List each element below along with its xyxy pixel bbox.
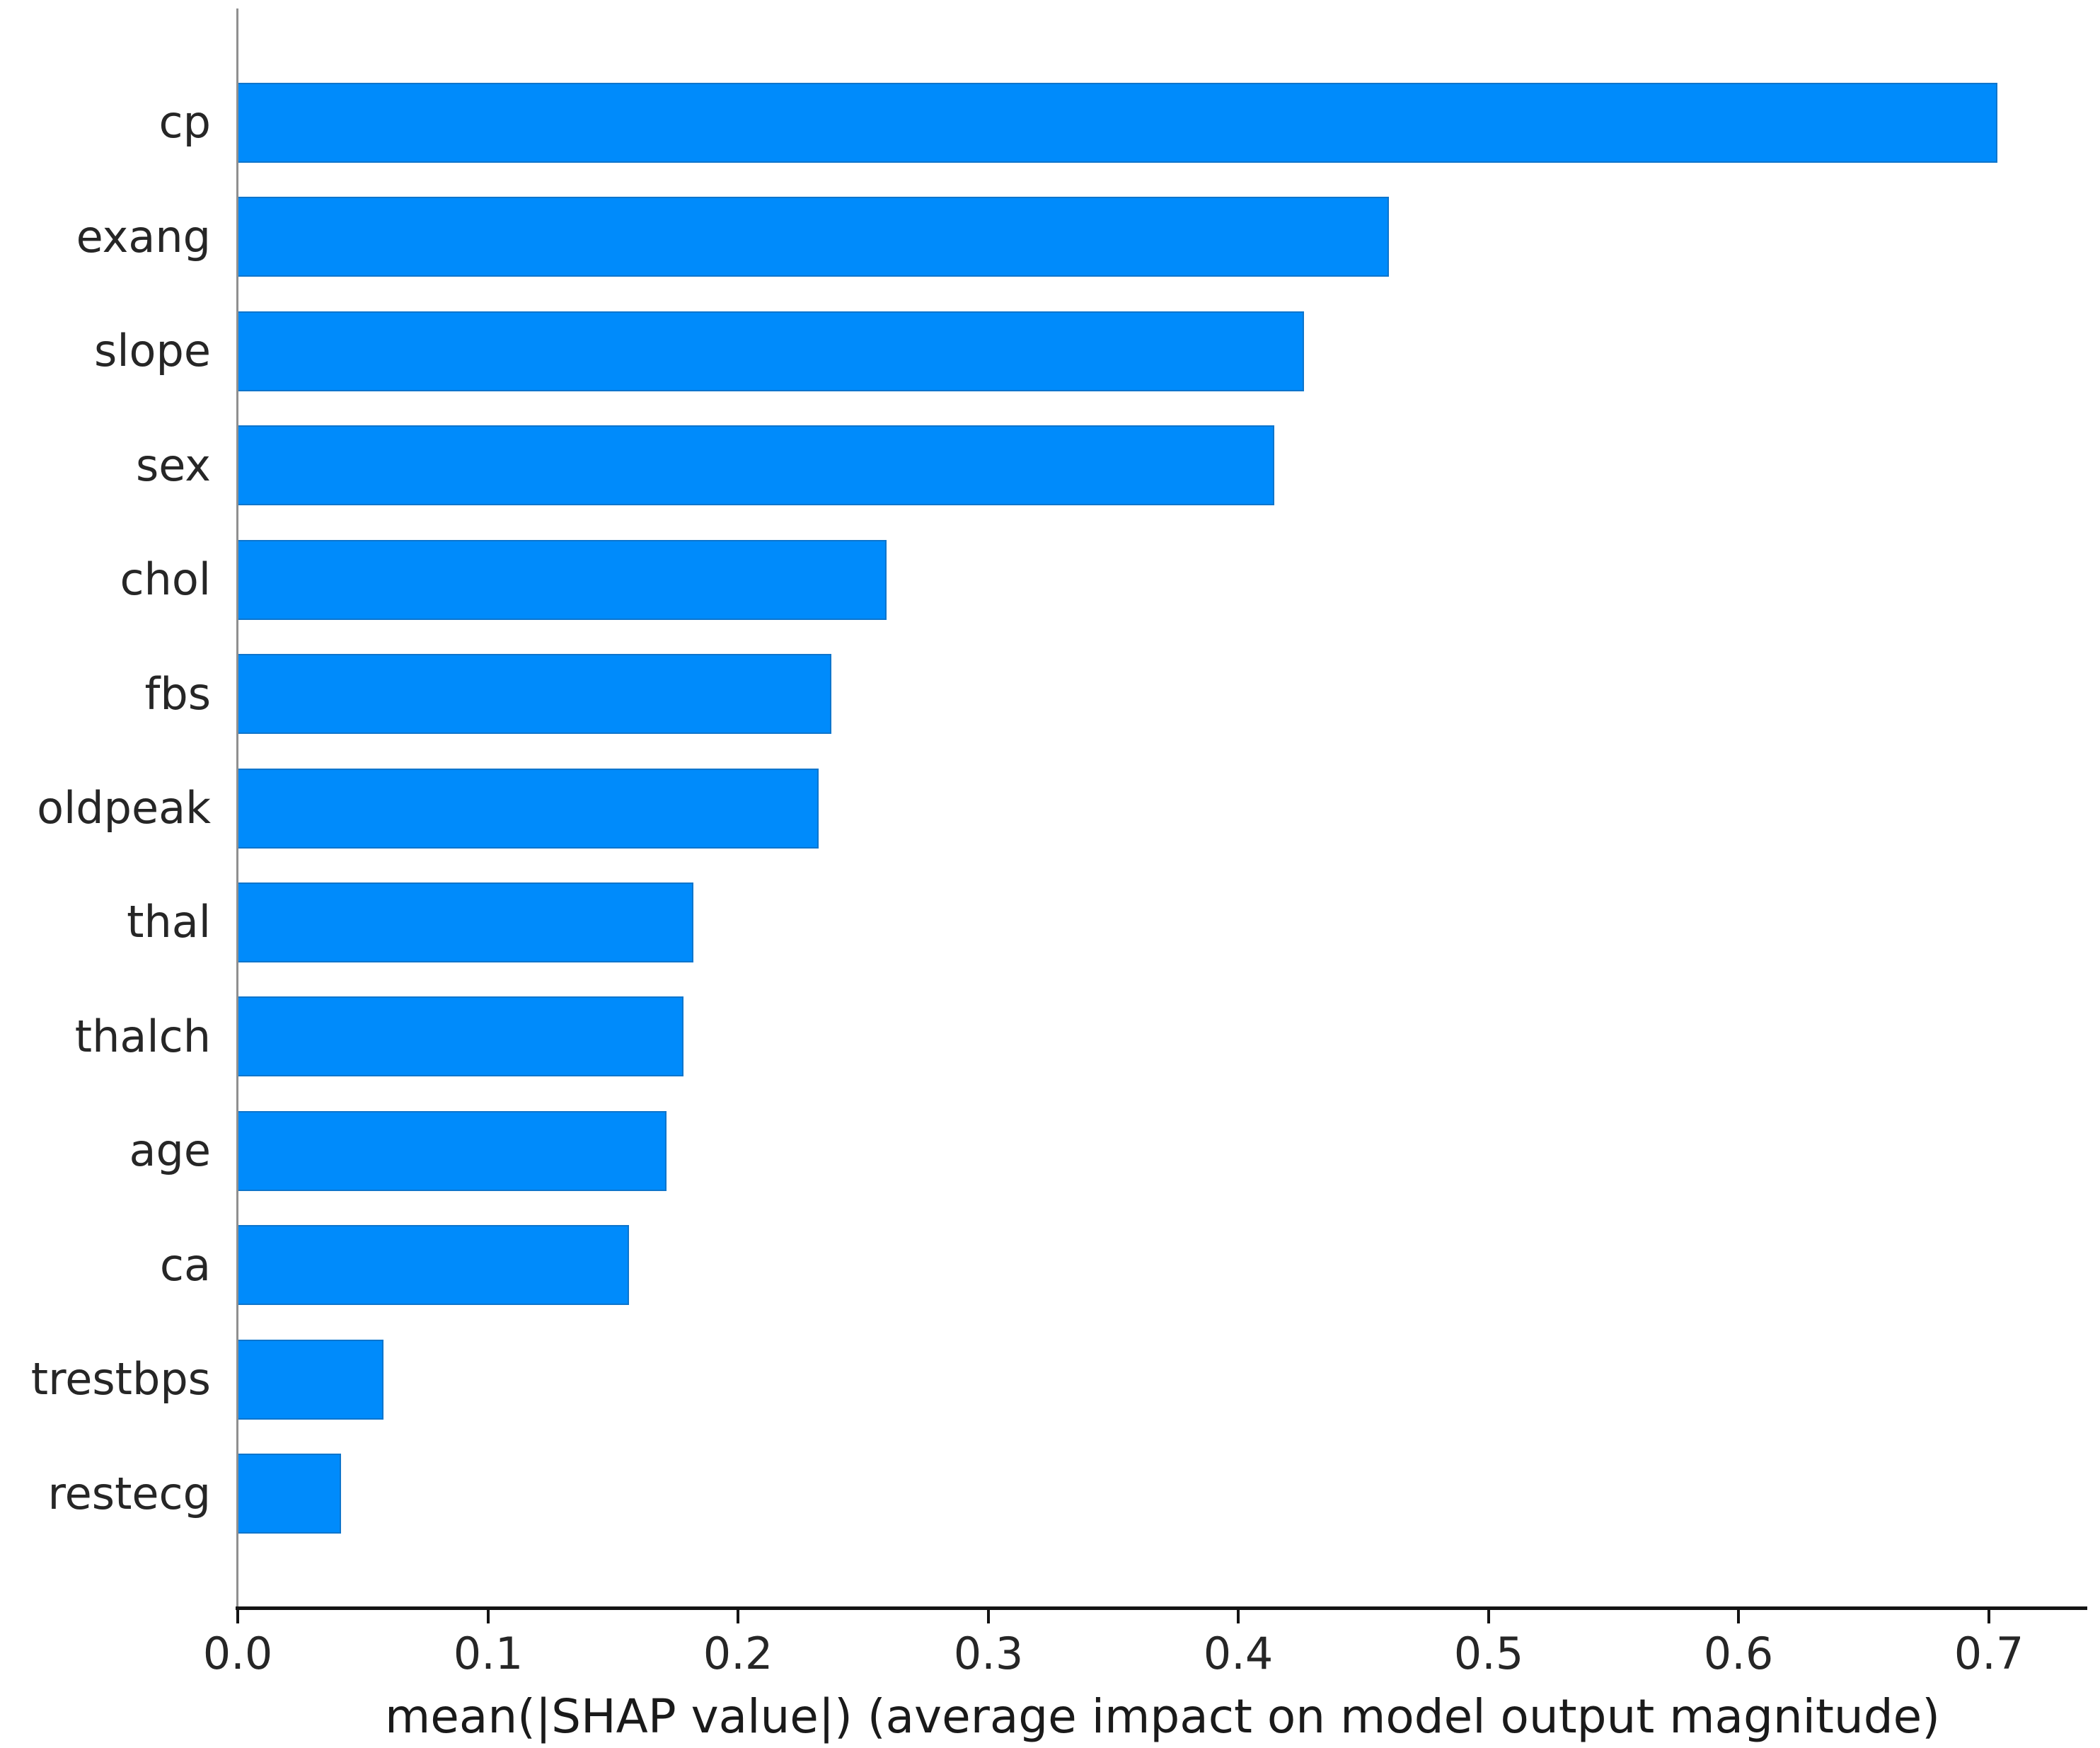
- bar-trestbps: [238, 1340, 383, 1420]
- x-tick-label: 0.7: [1954, 1628, 2024, 1679]
- y-tick-label-ca: ca: [159, 1239, 211, 1291]
- y-tick-label-exang: exang: [76, 211, 211, 263]
- x-tick-mark: [1737, 1609, 1740, 1623]
- x-tick-label: 0.1: [453, 1628, 524, 1679]
- bar-chol: [238, 540, 887, 620]
- x-axis-spine: [236, 1606, 2087, 1610]
- x-tick-label: 0.5: [1453, 1628, 1524, 1679]
- y-tick-label-age: age: [129, 1125, 212, 1176]
- bar-ca: [238, 1225, 629, 1305]
- y-tick-label-cp: cp: [158, 96, 211, 148]
- bar-age: [238, 1111, 667, 1191]
- bar-thalch: [238, 996, 683, 1076]
- x-tick-mark: [1987, 1609, 1990, 1623]
- y-tick-label-trestbps: trestbps: [30, 1353, 211, 1405]
- y-tick-label-thalch: thalch: [74, 1011, 211, 1062]
- y-tick-label-fbs: fbs: [144, 668, 211, 720]
- y-tick-label-oldpeak: oldpeak: [37, 782, 211, 834]
- y-tick-label-thal: thal: [127, 896, 211, 948]
- x-tick-mark: [737, 1609, 739, 1623]
- y-tick-label-chol: chol: [120, 553, 211, 605]
- x-tick-label: 0.4: [1203, 1628, 1274, 1679]
- x-axis-title: mean(|SHAP value|) (average impact on mo…: [385, 1689, 1940, 1744]
- x-tick-label: 0.3: [953, 1628, 1024, 1679]
- x-tick-label: 0.6: [1703, 1628, 1774, 1679]
- y-axis-spine: [236, 8, 238, 1608]
- x-tick-mark: [236, 1609, 239, 1623]
- bar-fbs: [238, 654, 831, 734]
- bar-restecg: [238, 1454, 341, 1534]
- bar-exang: [238, 197, 1389, 277]
- x-tick-mark: [487, 1609, 490, 1623]
- bar-sex: [238, 425, 1274, 505]
- x-tick-label: 0.0: [202, 1628, 273, 1679]
- x-tick-mark: [1237, 1609, 1240, 1623]
- x-tick-mark: [1487, 1609, 1490, 1623]
- bar-cp: [238, 83, 1997, 163]
- y-tick-label-sex: sex: [135, 439, 211, 491]
- bar-oldpeak: [238, 769, 819, 849]
- y-tick-label-restecg: restecg: [47, 1468, 211, 1519]
- x-tick-mark: [987, 1609, 990, 1623]
- y-tick-label-slope: slope: [94, 325, 211, 376]
- bar-slope: [238, 311, 1304, 391]
- bar-thal: [238, 882, 693, 962]
- x-tick-label: 0.2: [703, 1628, 773, 1679]
